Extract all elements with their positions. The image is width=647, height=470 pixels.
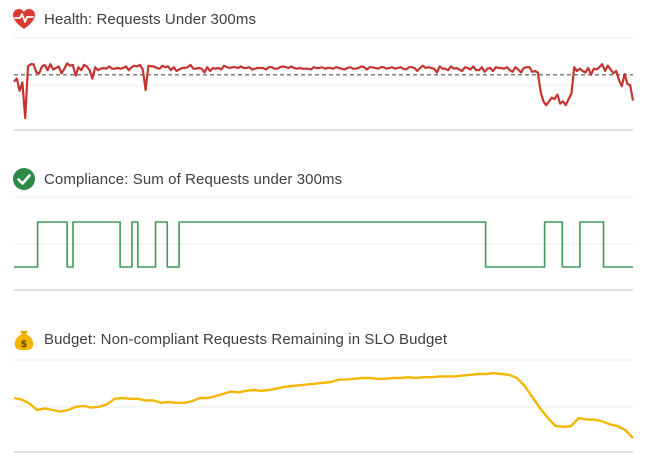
health-panel-header: Health: Requests Under 300ms	[12, 6, 256, 32]
svg-text:$: $	[21, 339, 28, 350]
check-circle-icon	[12, 167, 36, 191]
compliance-panel: Compliance: Sum of Requests under 300ms	[0, 160, 647, 300]
budget-panel-header: $ Budget: Non-compliant Requests Remaini…	[12, 326, 447, 352]
series-line	[13, 62, 635, 120]
compliance-chart	[14, 196, 633, 291]
health-panel: Health: Requests Under 300ms	[0, 0, 647, 150]
money-bag-icon: $	[12, 327, 36, 351]
health-chart	[13, 37, 635, 131]
series-line	[14, 221, 633, 268]
budget-chart	[13, 359, 634, 453]
budget-panel: $ Budget: Non-compliant Requests Remaini…	[0, 320, 647, 470]
heart-pulse-icon	[12, 7, 36, 31]
panel-title: Health: Requests Under 300ms	[44, 10, 257, 28]
panel-title: Budget: Non-compliant Requests Remaining…	[44, 330, 448, 348]
panel-title: Compliance: Sum of Requests under 300ms	[44, 170, 343, 188]
compliance-panel-header: Compliance: Sum of Requests under 300ms	[12, 166, 342, 192]
series-line	[13, 372, 634, 439]
